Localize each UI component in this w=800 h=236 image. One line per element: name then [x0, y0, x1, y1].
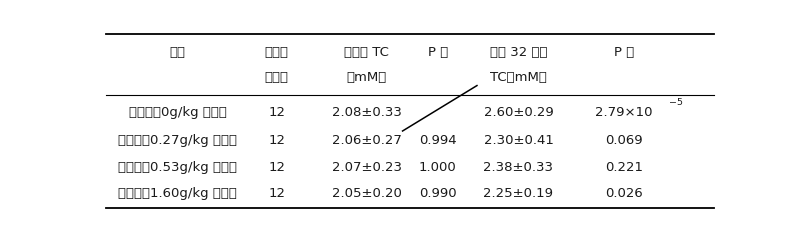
Text: P 值: P 值 — [428, 46, 448, 59]
Text: 2.06±0.27: 2.06±0.27 — [332, 135, 402, 148]
Text: 1.000: 1.000 — [419, 161, 457, 174]
Text: 2.05±0.20: 2.05±0.20 — [332, 187, 402, 200]
Text: 2.07±0.23: 2.07±0.23 — [332, 161, 402, 174]
Text: 给药 32 天后: 给药 32 天后 — [490, 46, 547, 59]
Text: 2.38±0.33: 2.38±0.33 — [483, 161, 554, 174]
Text: 12: 12 — [268, 161, 285, 174]
Text: 0.069: 0.069 — [605, 135, 642, 148]
Text: 组别: 组别 — [170, 46, 186, 59]
Text: （mM）: （mM） — [346, 71, 386, 84]
Text: 0.221: 0.221 — [605, 161, 643, 174]
Text: 0.026: 0.026 — [605, 187, 642, 200]
Text: 12: 12 — [268, 187, 285, 200]
Text: 12: 12 — [268, 135, 285, 148]
Text: 给药组（0.53g/kg 体重）: 给药组（0.53g/kg 体重） — [118, 161, 237, 174]
Text: （只）: （只） — [265, 71, 289, 84]
Text: 12: 12 — [268, 106, 285, 119]
Text: 动物数: 动物数 — [265, 46, 289, 59]
Text: −5: −5 — [669, 98, 682, 107]
Text: 0.994: 0.994 — [419, 135, 457, 148]
Text: 2.08±0.33: 2.08±0.33 — [332, 106, 402, 119]
Text: 2.60±0.29: 2.60±0.29 — [484, 106, 554, 119]
Text: 2.25±0.19: 2.25±0.19 — [483, 187, 554, 200]
Text: 给药前 TC: 给药前 TC — [344, 46, 389, 59]
Text: 2.30±0.41: 2.30±0.41 — [483, 135, 554, 148]
Text: 2.79×10: 2.79×10 — [595, 106, 653, 119]
Text: P 值: P 值 — [614, 46, 634, 59]
Text: 对照组（0g/kg 体重）: 对照组（0g/kg 体重） — [129, 106, 226, 119]
Text: 0.990: 0.990 — [419, 187, 457, 200]
Text: 给药组（1.60g/kg 体重）: 给药组（1.60g/kg 体重） — [118, 187, 237, 200]
Text: TC（mM）: TC（mM） — [490, 71, 547, 84]
Text: 给药组（0.27g/kg 体重）: 给药组（0.27g/kg 体重） — [118, 135, 237, 148]
